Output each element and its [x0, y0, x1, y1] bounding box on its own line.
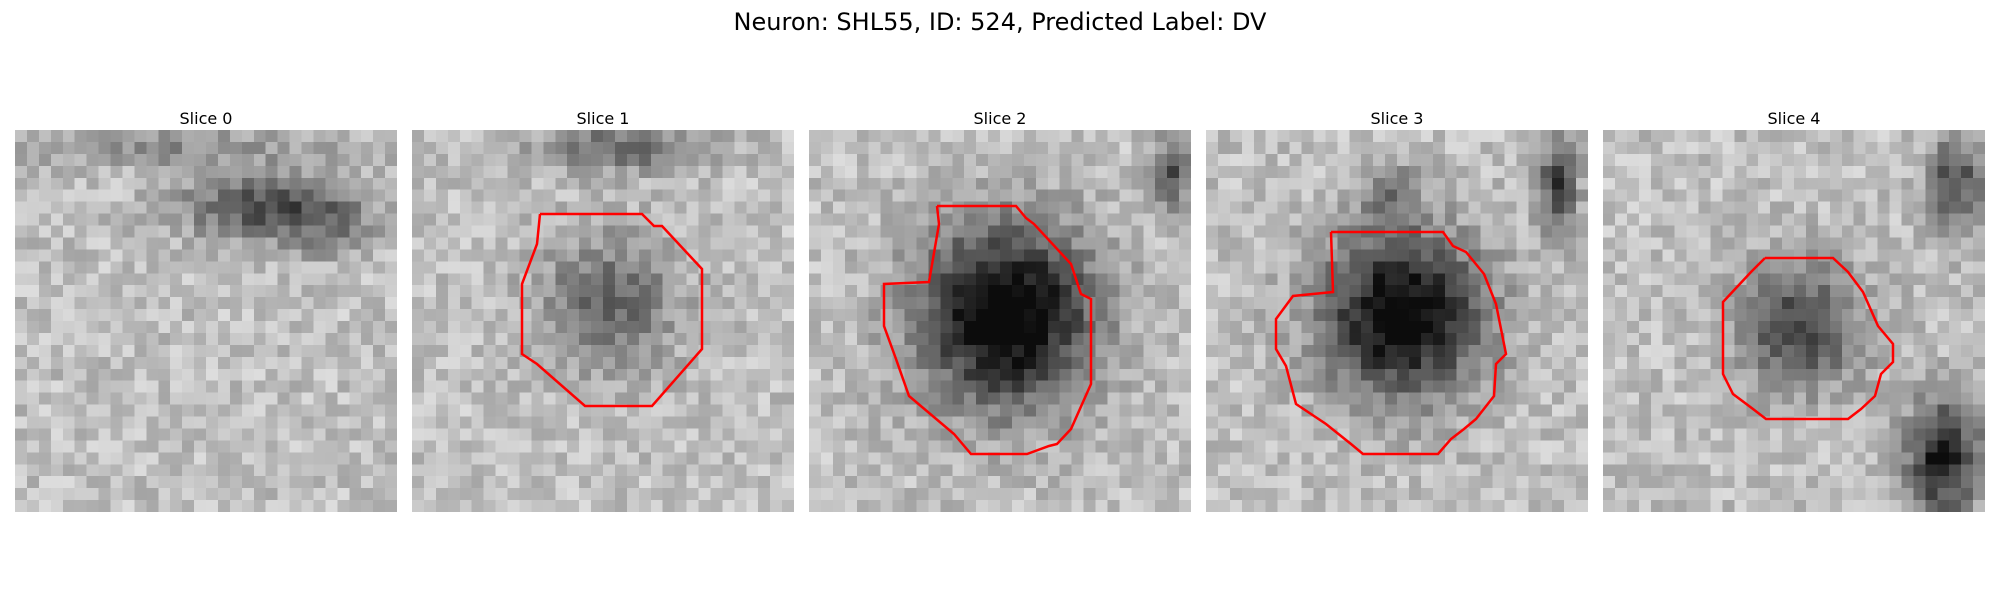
slice-panel-4: Slice 4 [1603, 108, 1985, 512]
roi-contour [1721, 256, 1895, 421]
roi-contour [520, 212, 704, 408]
slice-title: Slice 4 [1767, 109, 1821, 128]
roi-contour [882, 204, 1093, 456]
slice-panel-2: Slice 2 [809, 108, 1191, 512]
slice-image [412, 130, 794, 512]
slice-title: Slice 0 [179, 109, 233, 128]
slice-panel-3: Slice 3 [1206, 108, 1588, 512]
slice-title: Slice 3 [1370, 109, 1424, 128]
slice-image [15, 130, 397, 512]
slice-image [1206, 130, 1588, 512]
slice-panel-0: Slice 0 [15, 108, 397, 512]
figure-title: Neuron: SHL55, ID: 524, Predicted Label:… [733, 8, 1267, 36]
slice-title: Slice 2 [973, 109, 1027, 128]
slice-image [809, 130, 1191, 512]
slice-panel-1: Slice 1 [412, 108, 794, 512]
slice-title: Slice 1 [576, 109, 630, 128]
roi-contour [1274, 230, 1508, 456]
slice-image [1603, 130, 1985, 512]
